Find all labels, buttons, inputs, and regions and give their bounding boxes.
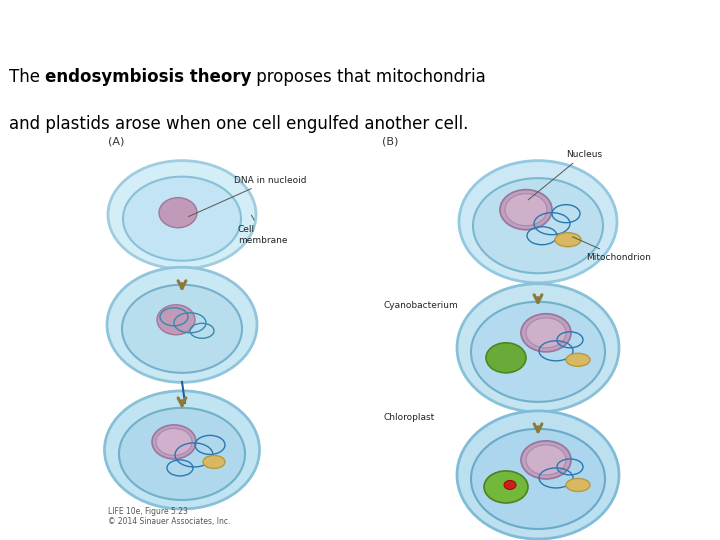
Ellipse shape: [486, 343, 526, 373]
Text: DNA in nucleoid: DNA in nucleoid: [189, 176, 307, 217]
Text: (A): (A): [108, 137, 125, 146]
Ellipse shape: [123, 177, 241, 261]
Ellipse shape: [484, 471, 528, 503]
Ellipse shape: [471, 429, 605, 529]
Ellipse shape: [159, 198, 197, 228]
Text: (B): (B): [382, 137, 398, 146]
Ellipse shape: [566, 353, 590, 366]
Ellipse shape: [521, 441, 571, 479]
Ellipse shape: [526, 318, 566, 348]
Text: Cyanobacterium: Cyanobacterium: [383, 301, 458, 310]
Ellipse shape: [521, 314, 571, 352]
Ellipse shape: [505, 194, 547, 226]
Text: proposes that mitochondria: proposes that mitochondria: [251, 68, 486, 86]
Text: Mitochondrion: Mitochondrion: [572, 237, 651, 262]
Ellipse shape: [566, 478, 590, 491]
Text: The: The: [9, 68, 45, 86]
Ellipse shape: [457, 411, 619, 539]
Ellipse shape: [152, 425, 196, 459]
Ellipse shape: [119, 408, 245, 500]
Ellipse shape: [157, 305, 195, 335]
Ellipse shape: [473, 178, 603, 273]
Text: Chloroplast: Chloroplast: [383, 413, 434, 422]
Ellipse shape: [555, 233, 581, 247]
Ellipse shape: [457, 284, 619, 412]
Ellipse shape: [108, 160, 256, 269]
Ellipse shape: [459, 160, 617, 283]
Text: endosymbiosis theory: endosymbiosis theory: [45, 68, 251, 86]
Text: Cell
membrane: Cell membrane: [238, 215, 287, 245]
Ellipse shape: [104, 391, 259, 509]
Ellipse shape: [500, 190, 552, 230]
Ellipse shape: [526, 445, 566, 475]
Ellipse shape: [203, 455, 225, 468]
Ellipse shape: [107, 267, 257, 382]
Ellipse shape: [471, 302, 605, 402]
Ellipse shape: [504, 481, 516, 489]
Ellipse shape: [122, 285, 242, 373]
Text: and plastids arose when one cell engulfed another cell.: and plastids arose when one cell engulfe…: [9, 116, 468, 133]
Text: How Did Eukaryotic Cells Originate?: How Did Eukaryotic Cells Originate?: [9, 16, 333, 34]
Text: Nucleus: Nucleus: [528, 150, 602, 200]
Ellipse shape: [156, 428, 192, 455]
Text: LIFE 10e, Figure 5.23
© 2014 Sinauer Associates, Inc.: LIFE 10e, Figure 5.23 © 2014 Sinauer Ass…: [108, 507, 230, 526]
